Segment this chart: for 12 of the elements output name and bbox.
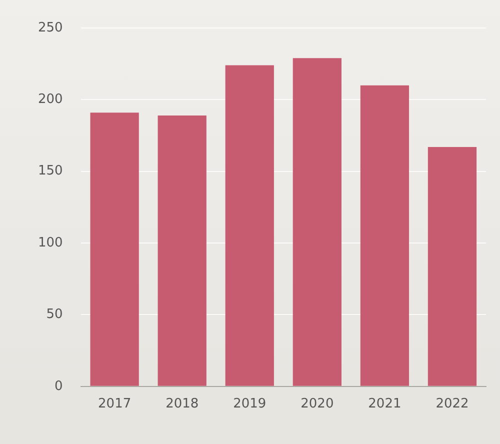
x-tick-label: 2018 — [166, 396, 199, 412]
y-tick-label: 0 — [54, 378, 63, 394]
y-tick-label: 50 — [46, 307, 63, 322]
x-tick-label: 2020 — [300, 396, 334, 412]
y-tick-label: 200 — [38, 92, 63, 108]
y-tick-label: 150 — [38, 164, 63, 179]
x-tick-label: 2022 — [436, 396, 469, 412]
y-tick-label: 100 — [38, 235, 63, 250]
x-tick-label: 2021 — [368, 396, 402, 412]
y-tick-label: 250 — [38, 20, 63, 36]
x-tick-label: 2017 — [98, 396, 132, 412]
x-tick-label: 2019 — [233, 396, 266, 412]
